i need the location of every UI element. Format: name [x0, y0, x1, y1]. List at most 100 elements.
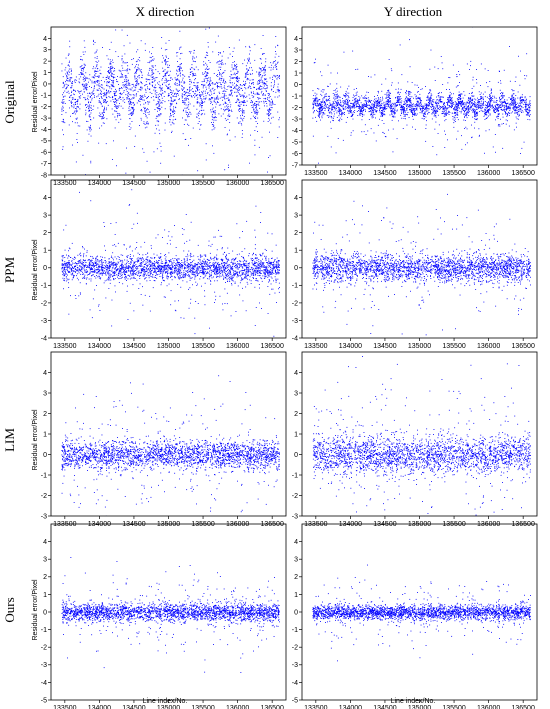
- scatter-point: [128, 102, 130, 104]
- y-tick-label: 0: [43, 81, 47, 88]
- scatter-point: [358, 107, 360, 109]
- scatter-point: [184, 75, 186, 77]
- scatter-point: [377, 103, 378, 104]
- scatter-point: [231, 90, 233, 92]
- scatter-point: [94, 85, 95, 87]
- scatter-point: [159, 115, 161, 117]
- scatter-point: [469, 98, 471, 100]
- scatter-point: [152, 73, 154, 75]
- scatter-point: [460, 102, 462, 104]
- scatter-point: [203, 80, 205, 82]
- scatter-point: [181, 52, 183, 54]
- scatter-point: [430, 95, 432, 97]
- scatter-point: [313, 100, 315, 102]
- scatter-point: [121, 65, 123, 67]
- scatter-point: [93, 77, 95, 79]
- scatter-point: [374, 101, 376, 103]
- scatter-point: [243, 95, 245, 97]
- scatter-point: [401, 112, 403, 114]
- scatter-point: [179, 81, 181, 83]
- scatter-point: [183, 100, 185, 102]
- scatter-point: [116, 108, 118, 109]
- scatter-point: [90, 127, 92, 129]
- scatter-point: [333, 101, 334, 103]
- scatter-point: [239, 108, 241, 109]
- scatter-point: [151, 79, 153, 80]
- scatter-point: [501, 92, 503, 93]
- scatter-point: [343, 108, 344, 109]
- scatter-point: [121, 55, 123, 57]
- scatter-point: [149, 56, 151, 58]
- scatter-point: [200, 105, 202, 106]
- scatter-point: [169, 119, 171, 121]
- scatter-point: [67, 65, 69, 66]
- scatter-point: [93, 93, 94, 95]
- scatter-point: [71, 85, 73, 86]
- scatter-point: [478, 128, 480, 130]
- scatter-point: [263, 120, 265, 122]
- scatter-point: [232, 84, 234, 86]
- scatter-point: [382, 96, 383, 98]
- scatter-point: [318, 116, 320, 117]
- scatter-point: [334, 109, 336, 111]
- scatter-point: [224, 98, 226, 100]
- scatter-point: [255, 106, 257, 108]
- scatter-point: [474, 118, 476, 120]
- scatter-point: [345, 105, 347, 107]
- scatter-point: [181, 81, 183, 83]
- scatter-point: [204, 56, 206, 58]
- scatter-point: [365, 110, 366, 112]
- scatter-point: [130, 127, 132, 129]
- scatter-point: [365, 101, 367, 103]
- scatter-point: [434, 114, 436, 116]
- scatter-point: [242, 110, 244, 111]
- scatter-point: [111, 72, 113, 74]
- scatter-point: [267, 98, 268, 100]
- scatter-point: [157, 232, 158, 233]
- scatter-point: [462, 107, 464, 108]
- scatter-point: [259, 81, 260, 83]
- scatter-point: [61, 109, 63, 111]
- scatter-point: [106, 55, 108, 57]
- scatter-point: [412, 113, 413, 114]
- scatter-point: [258, 71, 260, 73]
- scatter-point: [91, 80, 93, 82]
- scatter-point: [230, 104, 232, 106]
- scatter-point: [180, 63, 182, 65]
- scatter-point: [260, 69, 262, 71]
- scatter-point: [86, 89, 88, 91]
- scatter-point: [165, 72, 166, 74]
- scatter-point: [336, 83, 338, 85]
- x-tick-label: 133500: [53, 180, 76, 187]
- scatter-point: [506, 114, 508, 116]
- scatter-point: [379, 101, 381, 102]
- scatter-point: [65, 112, 67, 114]
- scatter-point: [486, 114, 488, 116]
- scatter-point: [514, 106, 516, 108]
- scatter-point: [466, 112, 467, 114]
- scatter-point: [384, 108, 386, 110]
- scatter-point: [155, 69, 157, 71]
- scatter-point: [439, 107, 441, 108]
- scatter-point: [62, 102, 63, 104]
- scatter-point: [264, 66, 266, 68]
- scatter-point: [160, 146, 162, 147]
- scatter-point: [119, 88, 121, 89]
- scatter-point: [365, 97, 367, 99]
- scatter-point: [250, 100, 252, 101]
- scatter-point: [441, 96, 443, 98]
- scatter-point: [100, 90, 102, 92]
- scatter-point: [192, 60, 194, 62]
- scatter-point: [430, 106, 432, 108]
- scatter-point: [382, 98, 384, 100]
- scatter-point: [372, 109, 374, 111]
- scatter-point: [505, 105, 507, 107]
- scatter-point: [192, 57, 194, 59]
- scatter-point: [203, 78, 205, 80]
- scatter-point: [475, 99, 477, 101]
- scatter-point: [499, 125, 501, 127]
- scatter-point: [330, 121, 331, 123]
- scatter-point: [464, 111, 465, 113]
- scatter-point: [400, 109, 401, 111]
- scatter-point: [392, 116, 394, 118]
